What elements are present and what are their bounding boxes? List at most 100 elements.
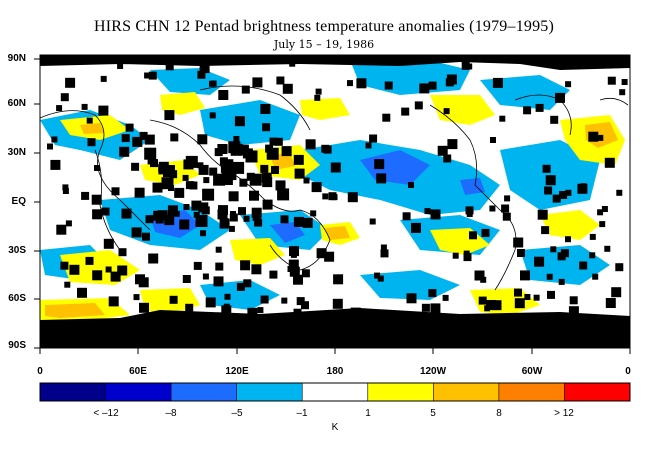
missing-data-block	[520, 270, 530, 281]
colorbar-label-6: 5	[430, 408, 436, 419]
missing-data-block	[164, 215, 175, 226]
missing-data-block	[558, 278, 565, 285]
lon-label-180: 180	[326, 366, 344, 377]
missing-data-block	[311, 182, 322, 193]
missing-data-block	[202, 188, 215, 201]
missing-data-block	[421, 303, 430, 312]
lon-label-60w: 60W	[521, 366, 543, 377]
missing-data-block	[77, 287, 87, 298]
missing-data-block	[565, 81, 572, 88]
missing-data-block	[262, 199, 273, 210]
missing-data-block	[56, 224, 67, 235]
missing-data-block	[277, 188, 290, 201]
colorbar-swatch	[302, 383, 369, 401]
missing-data-block	[315, 88, 322, 95]
missing-data-block	[552, 194, 561, 203]
missing-data-block	[205, 297, 216, 308]
missing-data-block	[119, 146, 130, 157]
missing-data-block	[183, 161, 192, 169]
colorbar-unit: K	[331, 422, 339, 433]
missing-data-block	[92, 270, 103, 281]
missing-data-block	[384, 81, 393, 90]
missing-data-block	[252, 77, 263, 88]
colorbar	[40, 383, 631, 401]
missing-data-blocks	[47, 60, 628, 324]
missing-data-block	[447, 139, 458, 150]
missing-data-block	[233, 136, 240, 142]
missing-data-block	[615, 263, 624, 272]
missing-data-block	[501, 204, 510, 213]
missing-data-block	[322, 193, 329, 200]
missing-data-block	[219, 157, 228, 166]
missing-data-block	[247, 307, 258, 318]
missing-data-block	[170, 133, 179, 142]
missing-data-block	[47, 143, 53, 150]
missing-data-block	[152, 182, 163, 193]
missing-data-block	[599, 221, 606, 228]
missing-data-block	[221, 305, 232, 316]
missing-data-block	[382, 113, 391, 122]
missing-data-block	[197, 70, 206, 79]
missing-data-block	[209, 112, 216, 119]
colorbar-swatch	[105, 383, 172, 401]
missing-data-block	[489, 205, 496, 212]
missing-data-block	[161, 177, 174, 190]
missing-data-block	[293, 154, 304, 165]
missing-data-block	[604, 157, 615, 168]
missing-data-block	[201, 206, 210, 215]
missing-data-block	[251, 207, 262, 218]
missing-data-block	[293, 274, 303, 285]
missing-data-block	[588, 131, 599, 142]
missing-data-block	[262, 177, 273, 188]
lon-label-120w: 120W	[419, 366, 447, 377]
lat-label-60s: 60S	[8, 293, 26, 304]
colorbar-label-5: 1	[365, 408, 371, 419]
missing-data-block	[369, 134, 378, 143]
missing-data-block	[193, 261, 202, 270]
missing-data-block	[148, 253, 159, 264]
missing-data-block	[94, 165, 100, 171]
missing-data-block	[408, 182, 414, 188]
missing-data-block	[139, 131, 148, 140]
missing-data-block	[241, 85, 250, 94]
missing-data-block	[611, 287, 622, 298]
missing-data-block	[224, 293, 231, 300]
missing-data-block	[401, 107, 410, 116]
missing-data-block	[301, 301, 309, 310]
north-pole-missing	[40, 55, 630, 70]
missing-data-block	[281, 297, 288, 304]
missing-data-block	[565, 236, 571, 243]
missing-data-block	[182, 275, 191, 283]
missing-data-block	[347, 80, 353, 87]
missing-data-block	[402, 212, 411, 221]
missing-data-block	[414, 101, 423, 110]
missing-data-block	[274, 137, 283, 146]
missing-data-block	[117, 63, 124, 69]
missing-data-block	[589, 233, 596, 240]
missing-data-block	[257, 307, 264, 314]
missing-data-block	[213, 173, 226, 186]
missing-data-block	[293, 216, 304, 227]
missing-data-block	[228, 141, 241, 154]
missing-data-block	[209, 80, 215, 87]
missing-data-block	[81, 191, 90, 200]
missing-data-block	[271, 166, 279, 174]
missing-data-block	[144, 134, 155, 145]
missing-data-block	[64, 281, 71, 288]
missing-data-block	[234, 116, 245, 127]
missing-data-block	[236, 282, 245, 291]
missing-data-block	[411, 222, 421, 233]
missing-data-block	[215, 262, 224, 271]
missing-data-block	[537, 209, 548, 220]
lon-label-0: 0	[37, 366, 43, 377]
missing-data-block	[215, 246, 222, 253]
missing-data-block	[158, 166, 167, 175]
missing-data-block	[445, 78, 454, 87]
colorbar-label-1: < –12	[93, 408, 119, 419]
missing-data-block	[555, 92, 565, 103]
map-subtitle: July 15 – 19, 1986	[273, 38, 375, 51]
missing-data-block	[484, 305, 491, 312]
missing-data-block	[597, 209, 604, 216]
missing-data-block	[164, 110, 175, 121]
missing-data-block	[541, 226, 550, 235]
